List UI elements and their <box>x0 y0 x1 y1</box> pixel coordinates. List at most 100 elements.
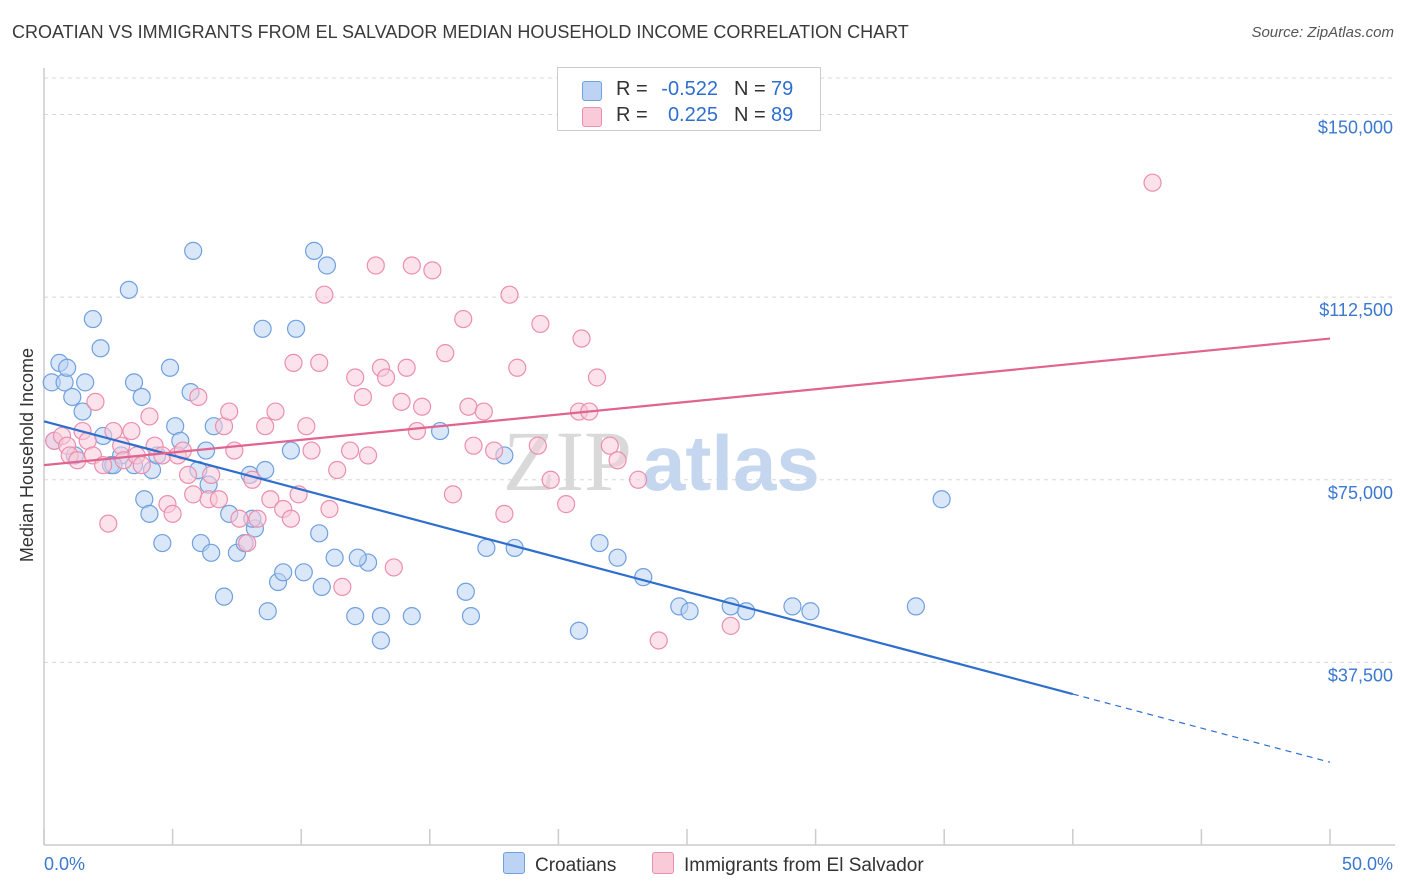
point-croatians <box>256 460 275 480</box>
point-croatians <box>608 548 627 567</box>
point-croatians <box>456 582 475 601</box>
chart-source: Source: ZipAtlas.com <box>1251 24 1394 41</box>
point-el-salvador <box>402 256 421 275</box>
legend-row-croatians: R = -0.522 N = 79 <box>558 74 820 104</box>
y-tick-label: $150,000 <box>1318 118 1393 138</box>
bottom-legend-swatch-croatians <box>503 852 525 874</box>
legend-n-value: 79 <box>771 78 794 100</box>
point-el-salvador <box>528 436 547 455</box>
point-croatians <box>160 358 180 377</box>
point-croatians <box>783 597 802 616</box>
point-el-salvador <box>392 392 411 411</box>
point-croatians <box>294 563 313 582</box>
bottom-legend-croatians: Croatians <box>503 852 616 877</box>
point-croatians <box>906 597 926 616</box>
legend-swatch-el-salvador <box>582 107 602 127</box>
trend-line-croatians <box>43 420 1074 696</box>
point-el-salvador <box>474 402 493 421</box>
point-el-salvador <box>454 309 473 329</box>
y-tick-label: $75,000 <box>1328 483 1393 503</box>
bottom-legend-label-croatians: Croatians <box>535 855 617 876</box>
y-tick-label: $37,500 <box>1328 665 1393 685</box>
point-croatians <box>253 319 272 338</box>
point-el-salvador <box>436 344 455 363</box>
point-el-salvador <box>346 368 365 387</box>
point-el-salvador <box>122 421 141 441</box>
point-croatians <box>569 621 589 640</box>
points <box>42 173 1162 650</box>
point-el-salvador <box>328 460 347 480</box>
point-croatians <box>281 441 301 460</box>
point-croatians <box>286 319 306 338</box>
point-el-salvador <box>209 490 228 509</box>
point-el-salvador <box>500 285 519 304</box>
point-croatians <box>801 602 820 621</box>
bottom-legend-swatch-el-salvador <box>652 852 674 874</box>
point-croatians <box>348 548 367 567</box>
point-el-salvador <box>238 533 257 553</box>
point-croatians <box>258 602 277 621</box>
point-el-salvador <box>495 504 514 523</box>
watermark-atlas: atlas <box>642 419 820 507</box>
point-el-salvador <box>99 514 118 533</box>
point-croatians <box>346 607 365 626</box>
point-el-salvador <box>153 446 172 465</box>
point-croatians <box>73 402 92 421</box>
point-el-salvador <box>281 509 301 528</box>
point-el-salvador <box>459 397 478 416</box>
point-el-salvador <box>178 465 198 484</box>
point-el-salvador <box>140 407 159 426</box>
point-croatians <box>721 597 740 616</box>
point-el-salvador <box>266 402 285 421</box>
point-croatians <box>317 256 337 275</box>
point-croatians <box>371 607 391 626</box>
point-el-salvador <box>587 368 607 387</box>
point-el-salvador <box>608 451 627 470</box>
point-el-salvador <box>284 353 303 372</box>
point-croatians <box>304 241 324 260</box>
point-el-salvador <box>225 441 244 460</box>
x-tick-label: 0.0% <box>44 854 85 874</box>
trend-line-croatians-extension <box>1072 693 1331 763</box>
point-el-salvador <box>423 261 442 280</box>
tick-labels: $37,500 $75,000 $112,500 $150,000 0.0% 50.0% <box>44 118 1393 874</box>
point-el-salvador <box>1143 173 1162 192</box>
point-el-salvador <box>485 441 504 460</box>
point-croatians <box>140 504 159 523</box>
point-el-salvador <box>353 387 373 407</box>
point-croatians <box>325 548 344 567</box>
point-el-salvador <box>297 417 316 436</box>
point-el-salvador <box>464 436 483 455</box>
legend-r-value: -0.522 <box>661 78 718 100</box>
point-el-salvador <box>443 485 463 504</box>
axes <box>43 68 1395 846</box>
point-el-salvador <box>230 509 249 528</box>
y-tick-label: $112,500 <box>1319 300 1393 320</box>
legend-n-value: 89 <box>771 104 794 126</box>
point-el-salvador <box>202 465 221 484</box>
trend-lines <box>43 337 1331 763</box>
point-croatians <box>214 587 234 606</box>
legend-n-label: N = <box>734 78 766 100</box>
legend-r-label: R = <box>616 104 648 126</box>
legend-r-label: R = <box>616 78 648 100</box>
point-el-salvador <box>256 417 275 436</box>
point-el-salvador <box>320 499 339 519</box>
legend-n-label: N = <box>734 104 766 126</box>
point-el-salvador <box>315 285 334 304</box>
point-el-salvador <box>531 314 550 334</box>
point-el-salvador <box>86 392 105 411</box>
point-el-salvador <box>508 358 527 377</box>
point-croatians <box>310 524 329 543</box>
y-axis-label: Median Household Income <box>17 348 37 562</box>
point-el-salvador <box>557 495 576 514</box>
point-el-salvador <box>302 441 321 460</box>
point-croatians <box>91 339 110 358</box>
grid-lines <box>44 77 1395 663</box>
point-croatians <box>634 568 653 587</box>
point-el-salvador <box>132 456 151 475</box>
point-el-salvador <box>333 577 352 596</box>
point-el-salvador <box>243 470 262 489</box>
point-el-salvador <box>358 446 378 465</box>
